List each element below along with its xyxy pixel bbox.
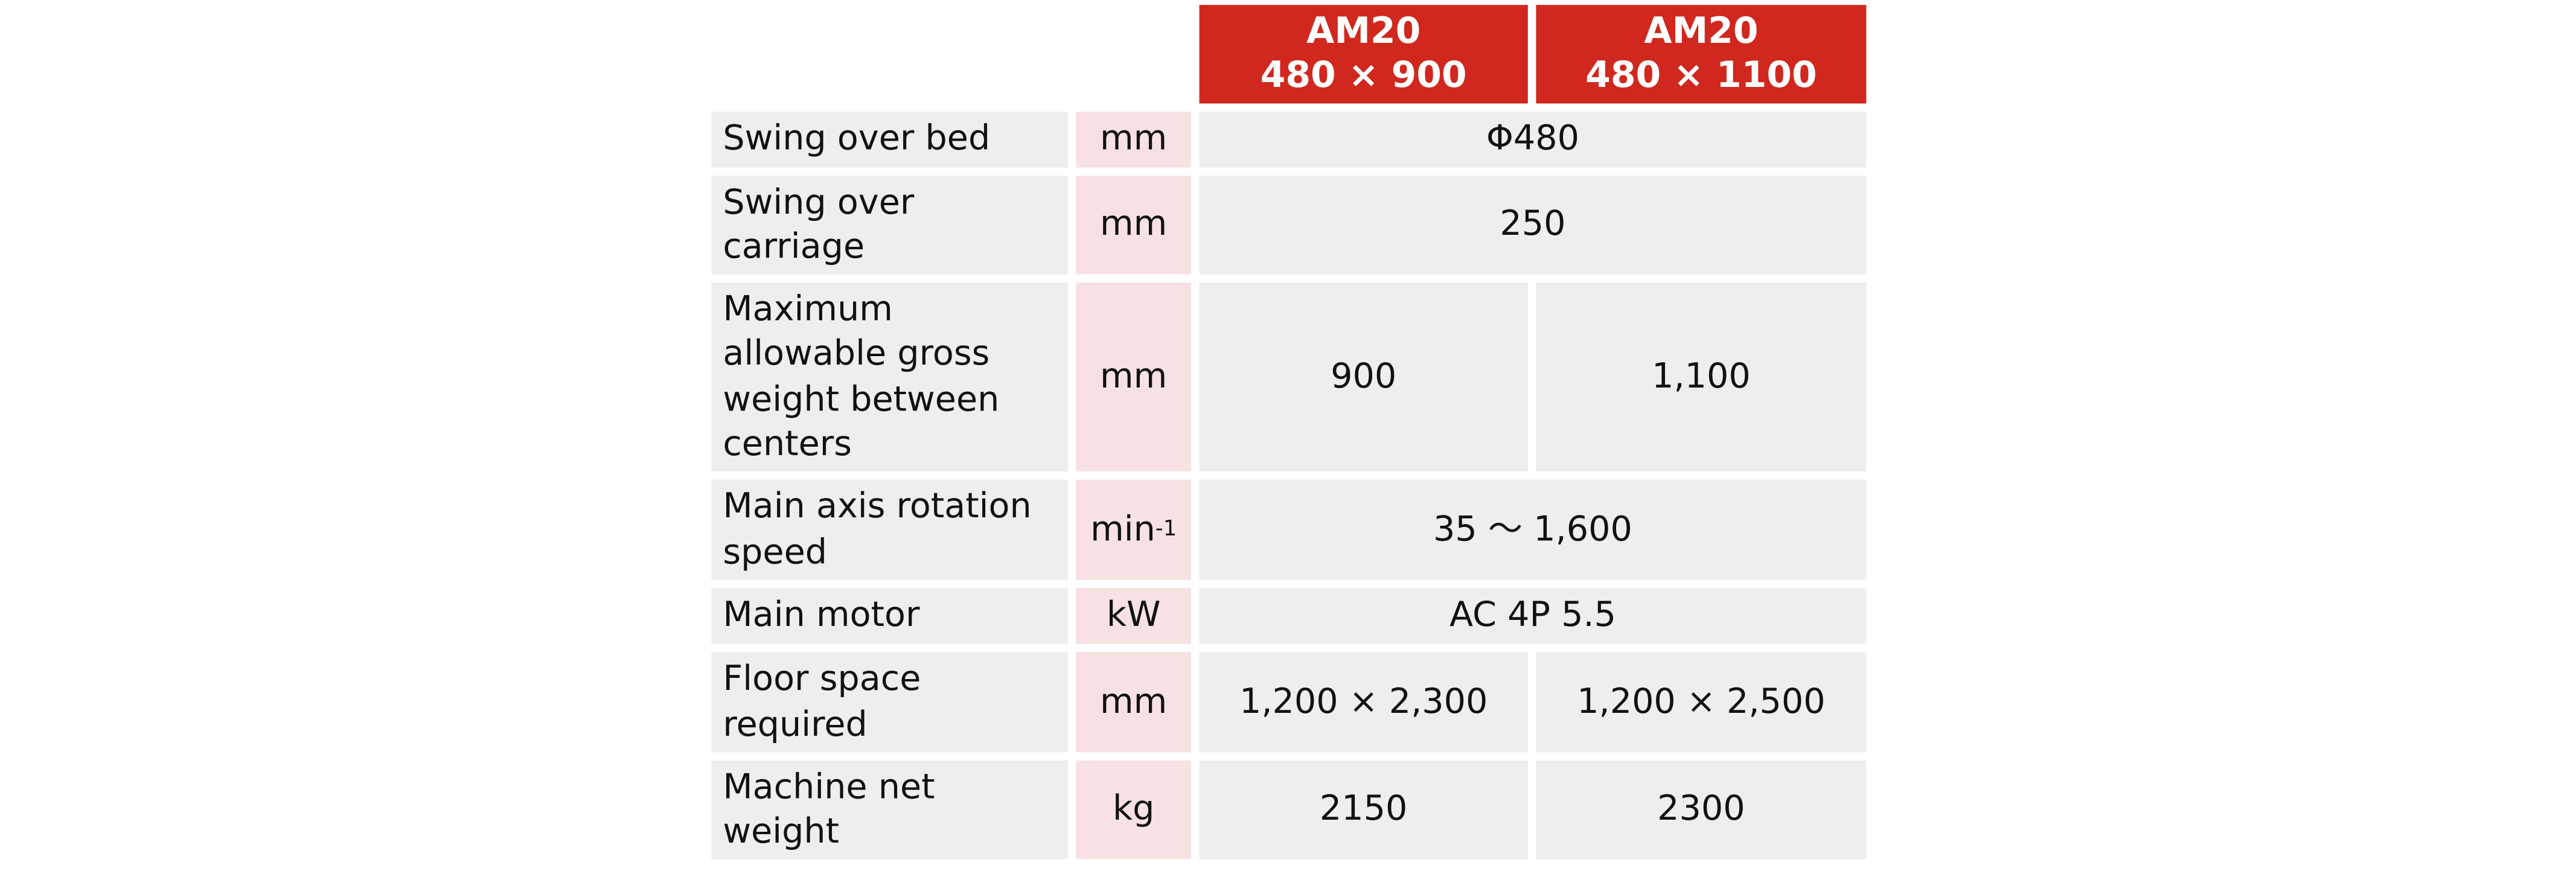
header-size: 480 × 1100 [1585, 56, 1817, 97]
row-label: Swing over bed [711, 112, 1068, 168]
header-cell: AM20 480 × 1100 [1536, 5, 1867, 104]
label-line: weight [723, 811, 840, 851]
unit-cell: mm [1076, 176, 1191, 275]
unit: kg [1113, 788, 1155, 829]
value-cell: 35 ～ 1,600 [1199, 479, 1867, 580]
value-cell: 1,200 × 2,500 [1536, 652, 1867, 753]
header-size: 480 × 900 [1260, 56, 1467, 97]
value-cell: 250 [1199, 176, 1867, 275]
label-line: Main motor [723, 595, 920, 635]
label-line: carriage [723, 226, 865, 266]
header-model: AM20 [1644, 11, 1759, 53]
unit-cell: mm [1076, 652, 1191, 753]
unit: mm [1099, 204, 1168, 244]
row-label: Maximum allowable gross weight between cent… [711, 282, 1068, 472]
unit: mm [1099, 681, 1168, 721]
value-cell: 2150 [1199, 760, 1528, 860]
row-label: Machine net weight [711, 760, 1068, 860]
row-label: Floor space required [711, 652, 1068, 753]
unit-cell: min -1 [1076, 479, 1191, 580]
value-cell: Φ480 [1199, 112, 1867, 168]
label-line: Maximum [723, 288, 893, 328]
label-line: required [723, 704, 868, 744]
unit-cell: kg [1076, 760, 1191, 860]
row-label: Swing over carriage [711, 176, 1068, 275]
label-line: Swing over [723, 181, 915, 222]
header-cell: AM20 480 × 900 [1199, 5, 1528, 104]
spec-table: AM20 480 × 900 AM20 480 × 1100 Swing over be… [711, 5, 1867, 860]
value-cell: 1,200 × 2,300 [1199, 652, 1528, 753]
header-model: AM20 [1306, 11, 1421, 53]
row-label: Main axis rotation speed [711, 479, 1068, 580]
label-line: weight between [723, 378, 1000, 418]
unit: min [1090, 508, 1155, 549]
value-cell: 2300 [1536, 760, 1867, 860]
unit: kW [1106, 595, 1161, 635]
value-cell: 900 [1199, 282, 1528, 472]
unit-cell: mm [1076, 112, 1191, 168]
label-line: Machine net [723, 766, 935, 806]
label-line: allowable gross [723, 333, 990, 373]
label-line: Floor space [723, 659, 921, 698]
label-line: centers [723, 424, 852, 464]
unit: mm [1099, 356, 1168, 396]
unit-cell: kW [1076, 588, 1191, 644]
row-label: Main motor [711, 588, 1068, 644]
value-cell: 1,100 [1536, 282, 1867, 472]
label-line: Swing over bed [723, 118, 991, 158]
unit: mm [1099, 118, 1168, 158]
label-line: Main axis rotation [723, 486, 1032, 526]
value-cell: AC 4P 5.5 [1199, 588, 1867, 644]
unit-superscript: -1 [1155, 517, 1177, 542]
unit-cell: mm [1076, 282, 1191, 472]
label-line: speed [723, 531, 828, 571]
